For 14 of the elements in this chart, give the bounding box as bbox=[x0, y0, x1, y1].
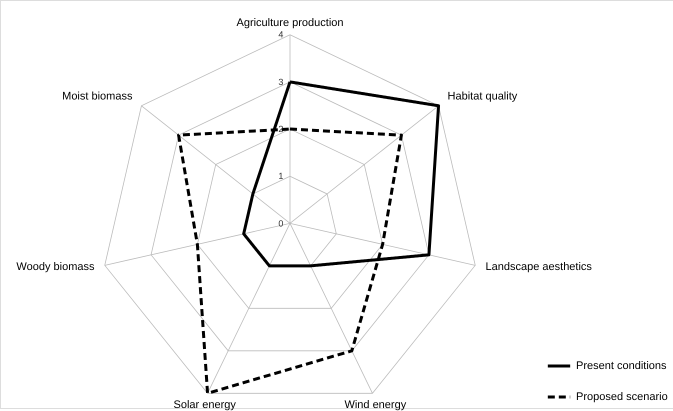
y-tick-label: 3 bbox=[278, 76, 284, 87]
y-tick-label: 2 bbox=[278, 124, 284, 134]
spoke-label: Moist biomass bbox=[62, 90, 133, 103]
spoke-label: Habitat quality bbox=[448, 90, 518, 103]
spoke-label: Wind energy bbox=[344, 399, 407, 411]
legend-label: Present conditions bbox=[576, 360, 667, 372]
y-tick-label: 0 bbox=[278, 218, 284, 228]
spoke-label: Agriculture production bbox=[236, 17, 344, 30]
y-tick-label: 1 bbox=[278, 171, 284, 182]
spoke-label: Landscape aesthetics bbox=[486, 260, 592, 273]
spoke-label: Solar energy bbox=[173, 399, 236, 411]
legend-label: Proposed scenario bbox=[576, 391, 668, 403]
spoke-label: Woody biomass bbox=[16, 260, 95, 273]
y-tick-label: 4 bbox=[278, 30, 284, 40]
